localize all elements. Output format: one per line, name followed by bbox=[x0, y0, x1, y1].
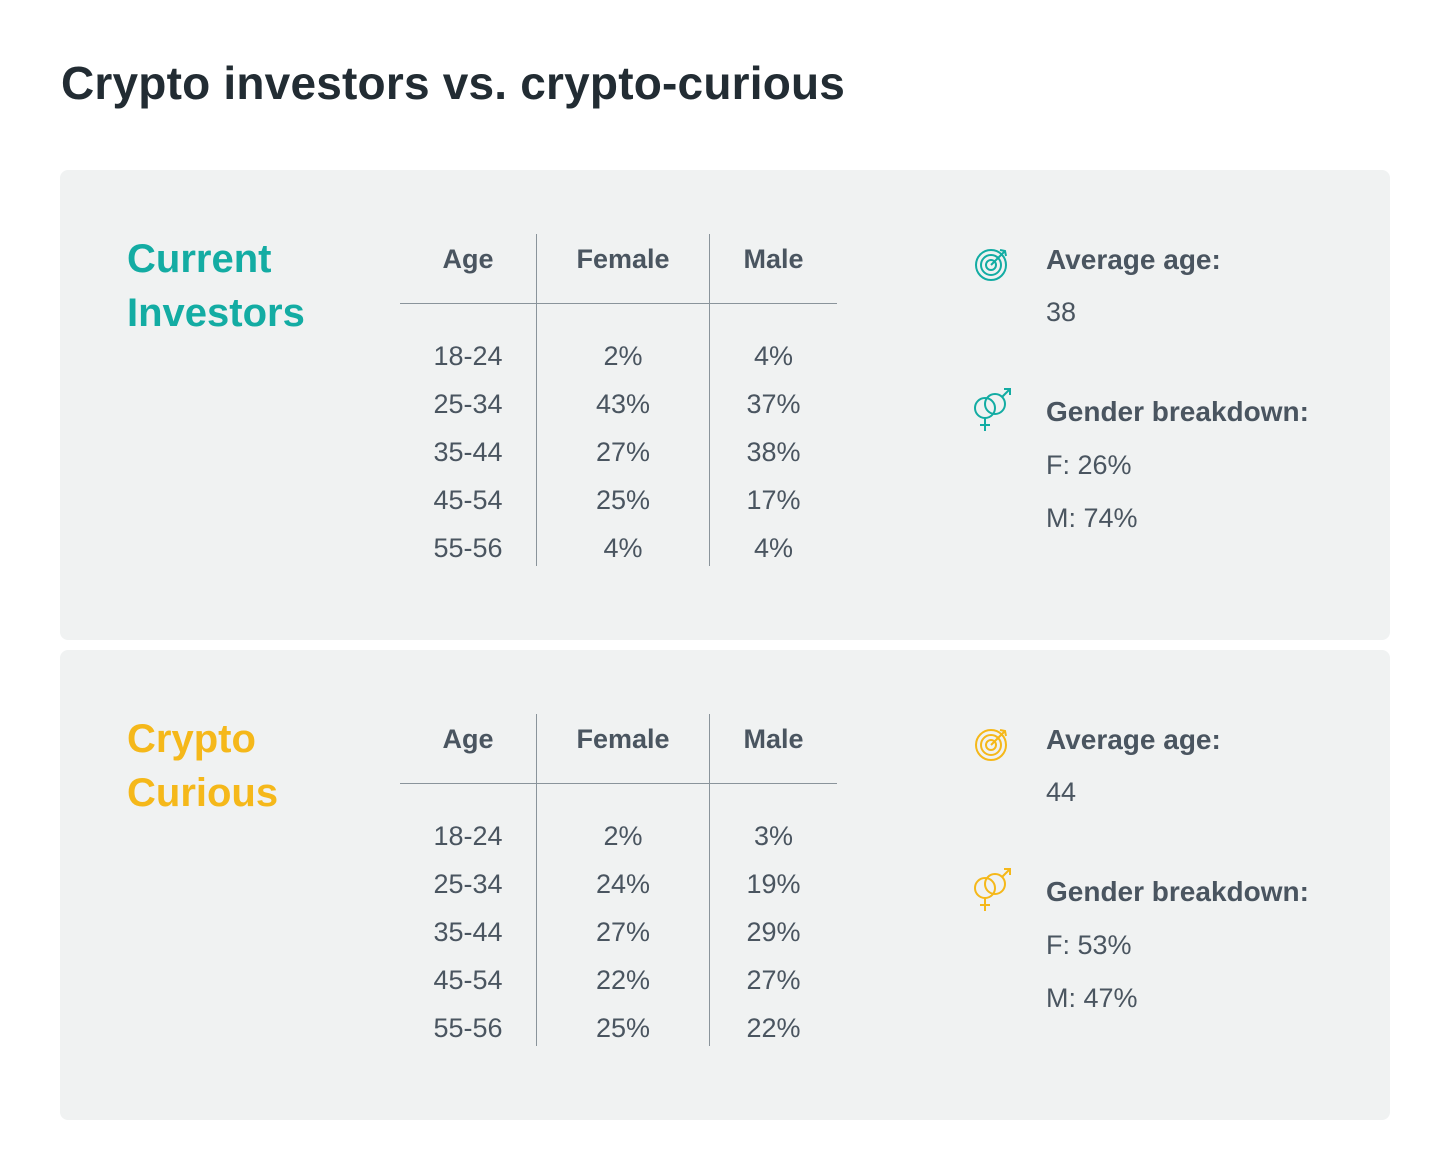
table-row: 45-54 25% 17% bbox=[400, 480, 837, 528]
table-body: 18-24 2% 4% 25-34 43% 37% 35-44 27% 38% … bbox=[400, 336, 837, 576]
table-divider bbox=[709, 714, 710, 1046]
column-header-age: Age bbox=[442, 244, 494, 274]
table-row: 55-56 4% 4% bbox=[400, 528, 837, 576]
male-share: M: 47% bbox=[1046, 983, 1138, 1013]
age-cell: 35-44 bbox=[433, 437, 503, 467]
table-body: 18-24 2% 3% 25-34 24% 19% 35-44 27% 29% … bbox=[400, 816, 837, 1056]
group-title-line1: Current bbox=[127, 237, 272, 281]
table-divider bbox=[709, 234, 710, 566]
male-cell: 37% bbox=[746, 389, 801, 419]
average-age-label: Average age: bbox=[1046, 244, 1221, 275]
male-cell: 22% bbox=[746, 1013, 801, 1043]
age-cell: 25-34 bbox=[433, 389, 503, 419]
page-title: Crypto investors vs. crypto-curious bbox=[61, 57, 846, 109]
age-cell: 25-34 bbox=[433, 869, 503, 899]
age-cell: 18-24 bbox=[433, 341, 503, 371]
male-cell: 3% bbox=[753, 821, 794, 851]
male-cell: 17% bbox=[746, 485, 801, 515]
table-divider bbox=[536, 234, 537, 566]
female-cell: 2% bbox=[603, 341, 643, 371]
group-title: Current Investors bbox=[127, 232, 387, 340]
group-title-line1: Crypto bbox=[127, 717, 256, 761]
group-title-line2: Curious bbox=[127, 771, 279, 815]
column-header-female: Female bbox=[576, 724, 670, 754]
average-age-label: Average age: bbox=[1046, 724, 1221, 755]
target-icon bbox=[975, 729, 1007, 761]
age-gender-table: Age Female Male 18-24 2% 4% 25-34 43% 37… bbox=[400, 234, 837, 566]
table-row: 35-44 27% 29% bbox=[400, 912, 837, 960]
female-cell: 2% bbox=[603, 821, 643, 851]
gender-breakdown-label: Gender breakdown: bbox=[1046, 396, 1309, 427]
current-investors-panel: Current Investors Age Female Male 18-24 … bbox=[60, 170, 1390, 640]
female-cell: 4% bbox=[603, 533, 643, 563]
table-row: 45-54 22% 27% bbox=[400, 960, 837, 1008]
average-age-value: 38 bbox=[1046, 297, 1077, 327]
female-cell: 25% bbox=[595, 1013, 651, 1043]
age-cell: 45-54 bbox=[433, 965, 503, 995]
male-cell: 19% bbox=[746, 869, 801, 899]
table-row: 25-34 43% 37% bbox=[400, 384, 837, 432]
male-share: M: 74% bbox=[1046, 503, 1138, 533]
age-cell: 18-24 bbox=[433, 821, 503, 851]
female-cell: 27% bbox=[595, 437, 651, 467]
table-row: 25-34 24% 19% bbox=[400, 864, 837, 912]
female-share: F: 26% bbox=[1046, 450, 1132, 480]
age-cell: 45-54 bbox=[433, 485, 503, 515]
table-header-rule bbox=[400, 783, 837, 784]
group-title: Crypto Curious bbox=[127, 712, 387, 820]
gender-icon bbox=[974, 388, 1011, 431]
column-header-female: Female bbox=[576, 244, 670, 274]
table-row: 55-56 25% 22% bbox=[400, 1008, 837, 1056]
gender-breakdown-label: Gender breakdown: bbox=[1046, 876, 1309, 907]
male-cell: 4% bbox=[753, 341, 794, 371]
table-header-rule bbox=[400, 303, 837, 304]
female-cell: 22% bbox=[595, 965, 651, 995]
male-cell: 27% bbox=[746, 965, 801, 995]
average-age-value: 44 bbox=[1046, 777, 1077, 807]
female-share: F: 53% bbox=[1046, 930, 1132, 960]
table-row: 18-24 2% 3% bbox=[400, 816, 837, 864]
male-cell: 38% bbox=[746, 437, 801, 467]
table-divider bbox=[536, 714, 537, 1046]
table-row: 18-24 2% 4% bbox=[400, 336, 837, 384]
female-cell: 43% bbox=[595, 389, 651, 419]
male-cell: 29% bbox=[746, 917, 801, 947]
male-cell: 4% bbox=[753, 533, 794, 563]
age-cell: 35-44 bbox=[433, 917, 503, 947]
age-cell: 55-56 bbox=[433, 1013, 503, 1043]
column-header-age: Age bbox=[442, 724, 494, 754]
group-title-line2: Investors bbox=[127, 291, 305, 335]
target-icon bbox=[975, 249, 1007, 281]
gender-icon bbox=[974, 868, 1011, 911]
female-cell: 25% bbox=[595, 485, 651, 515]
column-header-male: Male bbox=[743, 244, 804, 274]
crypto-curious-panel: Crypto Curious Age Female Male 18-24 2% … bbox=[60, 650, 1390, 1120]
female-cell: 24% bbox=[595, 869, 651, 899]
age-gender-table: Age Female Male 18-24 2% 3% 25-34 24% 19… bbox=[400, 714, 837, 1046]
age-cell: 55-56 bbox=[433, 533, 503, 563]
female-cell: 27% bbox=[595, 917, 651, 947]
table-row: 35-44 27% 38% bbox=[400, 432, 837, 480]
column-header-male: Male bbox=[743, 724, 804, 754]
